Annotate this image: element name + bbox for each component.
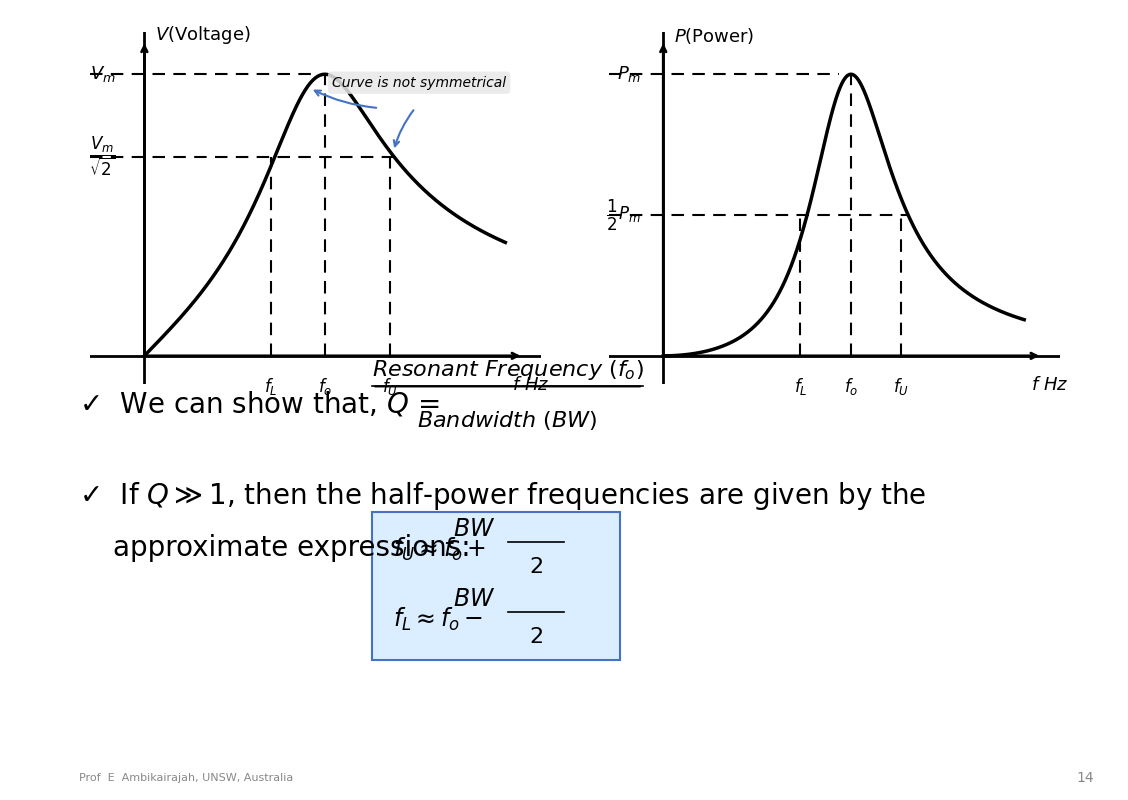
Text: Curve is not symmetrical: Curve is not symmetrical (332, 76, 506, 90)
Text: $2$: $2$ (529, 558, 543, 578)
Text: $\mathit{BW}$: $\mathit{BW}$ (452, 587, 495, 611)
Text: $P$(Power): $P$(Power) (675, 26, 755, 46)
Text: $V_m$: $V_m$ (90, 64, 115, 84)
Text: $f_L$: $f_L$ (264, 375, 277, 397)
Text: $P_m$: $P_m$ (617, 64, 642, 84)
Text: $f_L$: $f_L$ (794, 375, 808, 397)
Text: $\dfrac{1}{2}P_m$: $\dfrac{1}{2}P_m$ (607, 198, 642, 233)
Text: $\dfrac{V_m}{\sqrt{2}}$: $\dfrac{V_m}{\sqrt{2}}$ (89, 135, 115, 178)
Text: $f_U$: $f_U$ (893, 375, 909, 397)
Text: 14: 14 (1076, 770, 1094, 785)
Text: $f$ Hz: $f$ Hz (1031, 375, 1068, 394)
Text: $\checkmark$  We can show that, $Q$ =: $\checkmark$ We can show that, $Q$ = (79, 390, 442, 418)
Text: $f_L \approx f_o -$: $f_L \approx f_o -$ (393, 606, 483, 633)
FancyBboxPatch shape (372, 512, 620, 660)
Text: $f_o$: $f_o$ (844, 375, 858, 397)
Text: $\mathit{Resonant\ Frequency\ (f_o)}$: $\mathit{Resonant\ Frequency\ (f_o)}$ (372, 358, 643, 382)
Text: $f_o$: $f_o$ (318, 375, 332, 397)
Text: $f_U \approx f_o +$: $f_U \approx f_o +$ (393, 536, 486, 563)
Text: $2$: $2$ (529, 627, 543, 647)
Text: Prof  E  Ambikairajah, UNSW, Australia: Prof E Ambikairajah, UNSW, Australia (79, 773, 293, 782)
Text: $\mathit{BW}$: $\mathit{BW}$ (452, 518, 495, 542)
Text: $f_U$: $f_U$ (381, 375, 398, 397)
Text: $f$ Hz: $f$ Hz (512, 375, 549, 394)
Text: approximate expressions:: approximate expressions: (113, 534, 470, 562)
Text: $\mathit{Bandwidth\ (BW)}$: $\mathit{Bandwidth\ (BW)}$ (417, 409, 598, 432)
Text: $V$(Voltage): $V$(Voltage) (156, 24, 250, 46)
Text: $\checkmark$  If $Q \gg 1$, then the half-power frequencies are given by the: $\checkmark$ If $Q \gg 1$, then the half… (79, 480, 926, 512)
